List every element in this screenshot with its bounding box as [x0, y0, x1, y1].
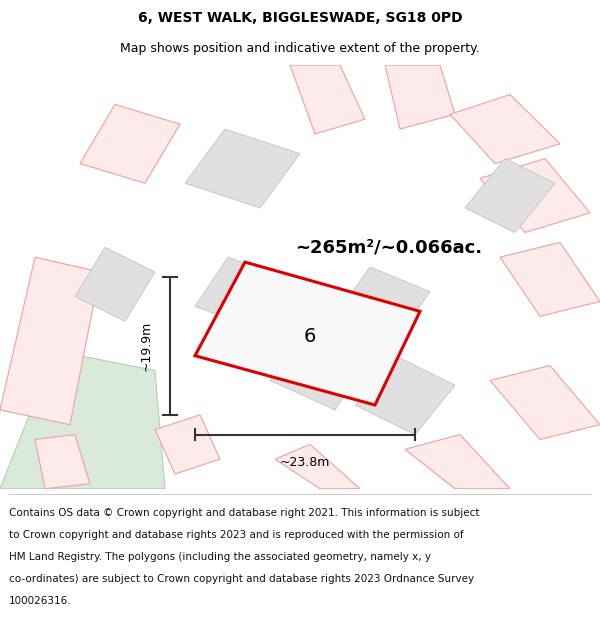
Polygon shape — [0, 257, 100, 425]
Polygon shape — [465, 159, 555, 232]
Polygon shape — [35, 434, 90, 489]
Text: 100026316.: 100026316. — [9, 596, 71, 606]
Polygon shape — [75, 248, 155, 321]
Text: ~19.9m: ~19.9m — [139, 321, 152, 371]
Polygon shape — [480, 159, 590, 232]
Polygon shape — [355, 356, 455, 434]
Polygon shape — [195, 257, 295, 331]
Polygon shape — [290, 65, 365, 134]
Polygon shape — [0, 351, 165, 489]
Polygon shape — [385, 65, 455, 129]
Polygon shape — [155, 415, 220, 474]
Polygon shape — [335, 267, 430, 341]
Text: ~265m²/~0.066ac.: ~265m²/~0.066ac. — [295, 238, 482, 256]
Polygon shape — [80, 104, 180, 183]
Polygon shape — [270, 326, 370, 410]
Text: 6: 6 — [304, 326, 316, 346]
Polygon shape — [185, 129, 300, 208]
Text: ~23.8m: ~23.8m — [280, 456, 330, 469]
Text: 6, WEST WALK, BIGGLESWADE, SG18 0PD: 6, WEST WALK, BIGGLESWADE, SG18 0PD — [137, 11, 463, 25]
Polygon shape — [195, 262, 420, 405]
Polygon shape — [275, 444, 360, 489]
Polygon shape — [500, 242, 600, 316]
Polygon shape — [405, 434, 510, 489]
Polygon shape — [450, 94, 560, 164]
Text: Contains OS data © Crown copyright and database right 2021. This information is : Contains OS data © Crown copyright and d… — [9, 508, 479, 518]
Text: Map shows position and indicative extent of the property.: Map shows position and indicative extent… — [120, 42, 480, 55]
Polygon shape — [490, 366, 600, 439]
Text: to Crown copyright and database rights 2023 and is reproduced with the permissio: to Crown copyright and database rights 2… — [9, 530, 464, 540]
Text: HM Land Registry. The polygons (including the associated geometry, namely x, y: HM Land Registry. The polygons (includin… — [9, 552, 431, 562]
Text: co-ordinates) are subject to Crown copyright and database rights 2023 Ordnance S: co-ordinates) are subject to Crown copyr… — [9, 574, 474, 584]
